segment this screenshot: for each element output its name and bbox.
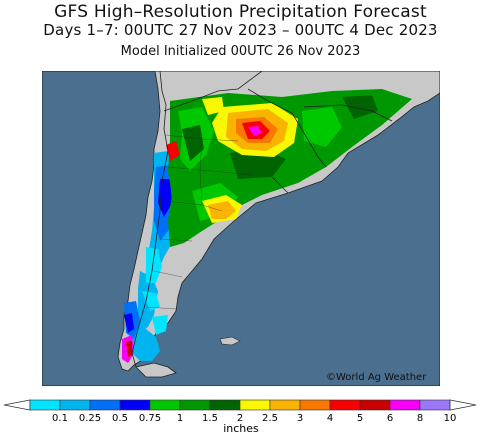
legend-swatch — [389, 399, 421, 411]
model-initialized-label: Model Initialized 00UTC 26 Nov 2023 — [120, 44, 361, 59]
legend-swatch — [419, 399, 451, 411]
legend-swatch — [179, 399, 211, 411]
legend-tick-label: 3 — [297, 413, 303, 424]
legend-swatch — [359, 399, 391, 411]
legend-tick-label: 0.1 — [52, 413, 68, 424]
legend-swatch — [269, 399, 301, 411]
map-credit: ©World Ag Weather — [326, 372, 427, 383]
legend-tick-label: 10 — [444, 413, 457, 424]
legend-swatch — [329, 399, 361, 411]
precip-cyan — [142, 247, 168, 335]
legend-swatch — [29, 399, 61, 411]
precipitation-legend: 0.1 0.25 0.5 0.75 1 1.5 2 2.5 3 4 5 6 8 10 inches — [3, 399, 477, 433]
legend-tick-label: 1.5 — [202, 413, 218, 424]
legend-swatch — [149, 399, 181, 411]
province-borders — [145, 134, 253, 310]
legend-swatch — [299, 399, 331, 411]
forecast-period: Days 1–7: 00UTC 27 Nov 2023 – 00UTC 4 De… — [43, 21, 438, 39]
legend-tick-label: 0.5 — [112, 413, 128, 424]
legend-tick-label: 5 — [357, 413, 363, 424]
legend-arrow-left — [3, 399, 31, 411]
legend-unit-label: inches — [223, 422, 259, 433]
legend-swatch — [209, 399, 241, 411]
legend-tick-label: 4 — [327, 413, 333, 424]
map-title: GFS High–Resolution Precipitation Foreca… — [54, 2, 427, 22]
legend-tick-label: 1 — [177, 413, 183, 424]
legend-arrow-right — [449, 399, 477, 411]
legend-swatch — [119, 399, 151, 411]
legend-tick-label: 2.5 — [262, 413, 278, 424]
legend-tick-label: 0.25 — [79, 413, 101, 424]
legend-tick-label: 0.75 — [139, 413, 161, 424]
precip-dark-red — [126, 341, 132, 357]
legend-swatch — [59, 399, 91, 411]
land-tierra-del-fuego — [135, 362, 177, 378]
legend-swatch — [89, 399, 121, 411]
legend-swatch — [239, 399, 271, 411]
legend-tick-label: 8 — [417, 413, 423, 424]
country-borders — [131, 71, 393, 368]
legend-tick-label: 2 — [237, 413, 243, 424]
precipitation-map — [42, 71, 440, 386]
legend-tick-label: 6 — [387, 413, 393, 424]
land-falklands — [219, 336, 241, 346]
